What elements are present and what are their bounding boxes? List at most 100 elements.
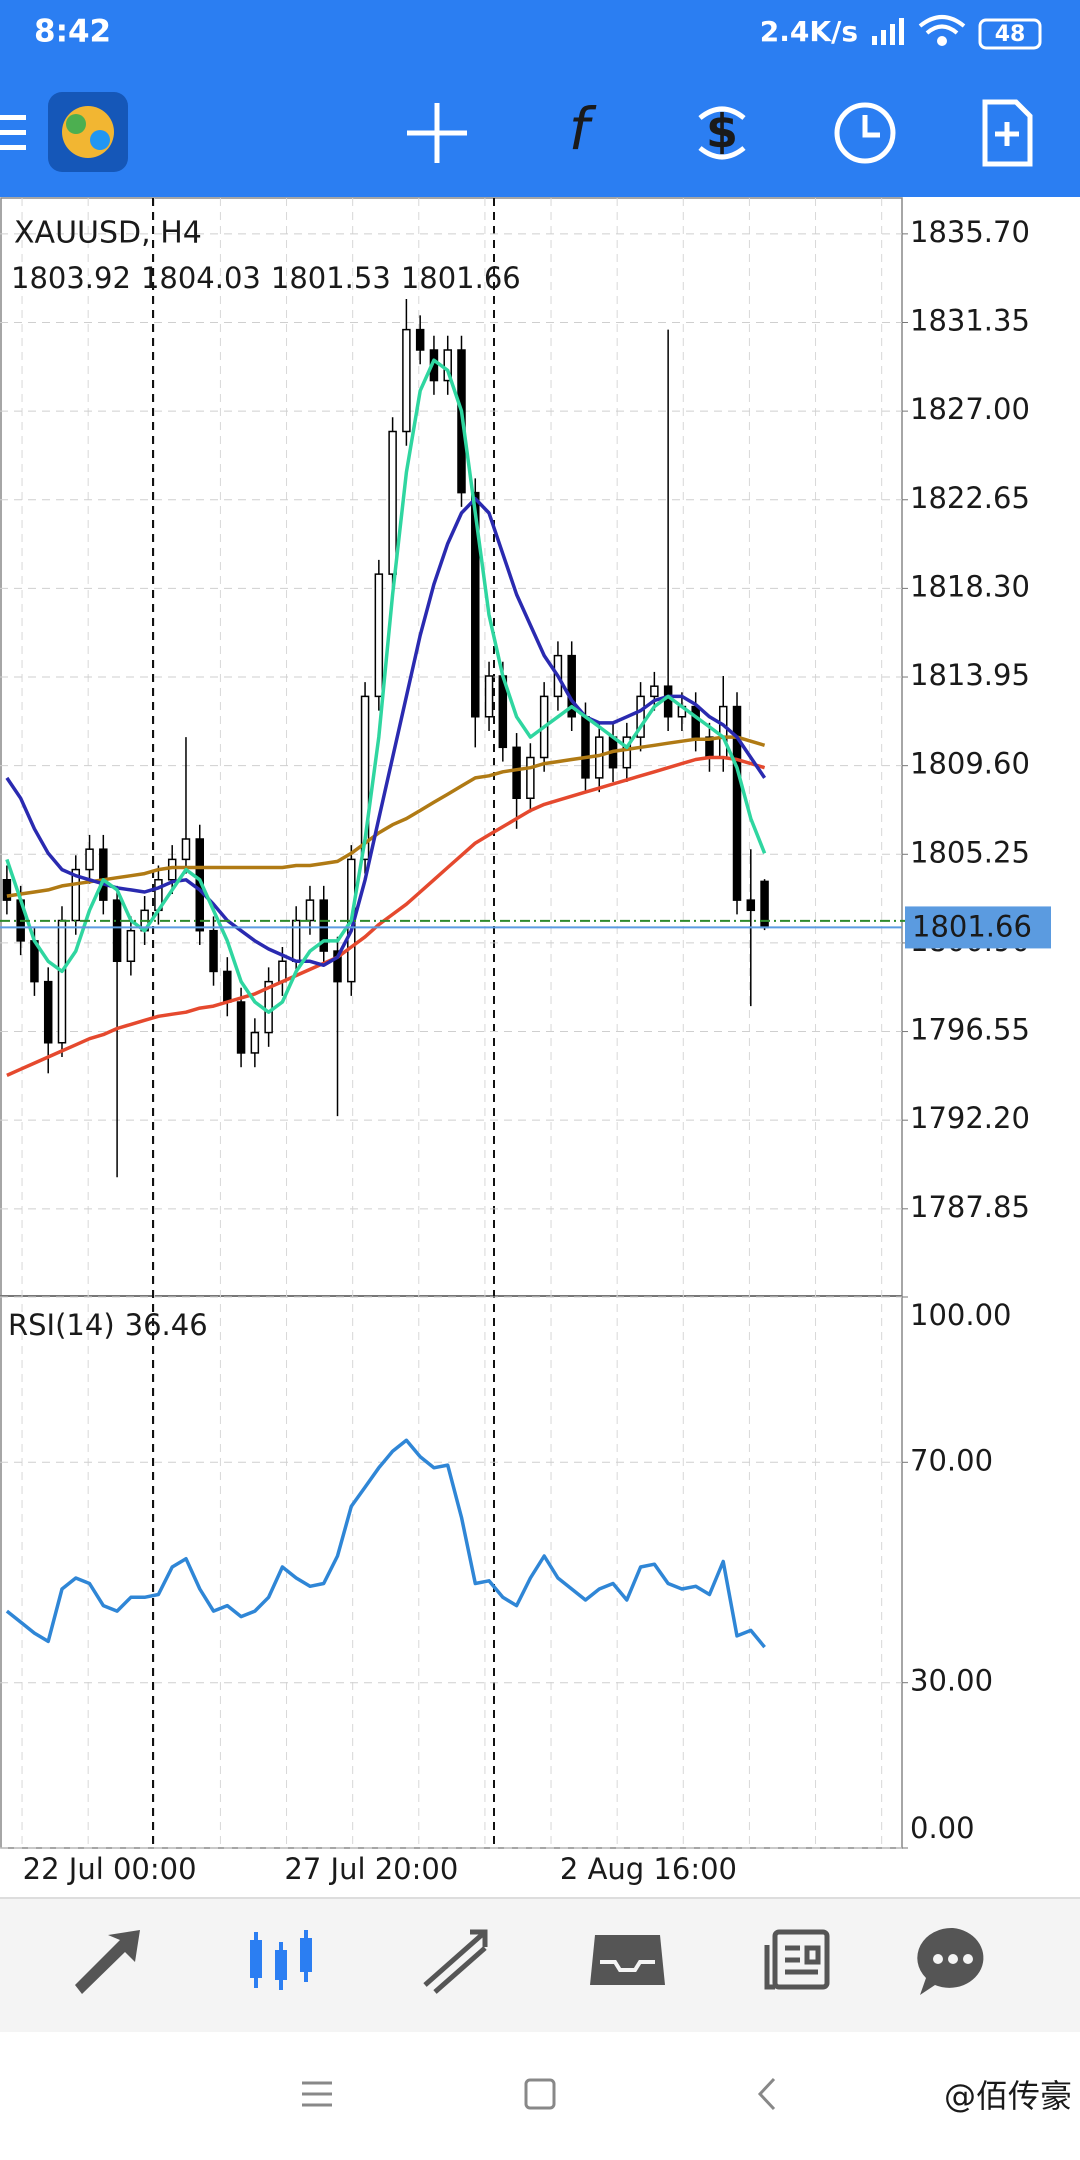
rsi-pane: 100.00 70.00 30.00 0.00 xyxy=(0,1296,1011,1849)
low-value: 1801.53 xyxy=(271,261,391,295)
candle-body xyxy=(691,705,700,738)
rsi-title: RSI(14) 36.46 xyxy=(8,1308,208,1342)
y-tick-label: 1787.85 xyxy=(910,1190,1030,1224)
trade-tab[interactable] xyxy=(423,1929,488,1994)
moving-average-line xyxy=(5,358,767,1014)
news-tab[interactable] xyxy=(764,1929,830,1990)
history-tab[interactable] xyxy=(590,1935,665,1985)
rsi-value: 36.46 xyxy=(125,1308,208,1342)
candle-body xyxy=(236,1001,246,1054)
candle-body xyxy=(278,960,287,983)
candle-body xyxy=(415,328,425,351)
price-label: 1801.66 xyxy=(912,909,1032,943)
candle-body xyxy=(471,491,480,718)
close-value: 1801.66 xyxy=(401,261,521,295)
candle-body xyxy=(746,899,756,912)
candle-body xyxy=(2,879,12,901)
candle-body xyxy=(374,573,384,698)
ohlc-readout: 1803.92 1804.03 1801.53 1801.66 xyxy=(11,261,521,295)
x-tick-label: 22 Jul 00:00 xyxy=(23,1852,197,1886)
rsi-line xyxy=(5,1438,766,1649)
y-tick-label: 1818.30 xyxy=(910,569,1030,603)
open-value: 1803.92 xyxy=(11,261,131,295)
trade-button[interactable]: $ xyxy=(698,105,746,160)
y-tick-label: 70.00 xyxy=(910,1443,993,1477)
watermark: @佰传豪 xyxy=(944,2077,1072,2115)
candle-body xyxy=(264,980,273,1034)
candle-body xyxy=(43,980,53,1044)
timeframe-button[interactable] xyxy=(834,102,896,164)
candle-body xyxy=(181,838,191,861)
y-tick-label: 1792.20 xyxy=(910,1101,1030,1135)
candle-body xyxy=(360,695,370,861)
candle-body xyxy=(305,899,315,922)
price-label-box xyxy=(905,906,1051,949)
y-tick-label: 30.00 xyxy=(910,1664,993,1698)
candle-body xyxy=(223,970,232,1003)
candle-body xyxy=(443,349,452,382)
candle-body xyxy=(526,756,535,800)
y-tick-label: 1809.60 xyxy=(910,747,1030,781)
candle-body xyxy=(650,685,659,698)
candle-body xyxy=(663,685,673,718)
quotes-tab[interactable] xyxy=(75,1930,140,1994)
moving-average-line xyxy=(5,496,767,968)
y-tick-label: 0.00 xyxy=(910,1811,975,1845)
y-tick-label: 1805.25 xyxy=(910,835,1030,869)
candle-body xyxy=(99,848,108,901)
symbol-title: XAUUSD, H4 xyxy=(14,216,202,251)
y-tick-label: 1831.35 xyxy=(910,303,1030,337)
candle-body xyxy=(484,675,494,718)
system-menu[interactable] xyxy=(302,2081,332,2107)
candle-body xyxy=(732,705,742,901)
candle-body xyxy=(567,654,576,718)
battery-level: 48 xyxy=(995,22,1026,47)
candle-body xyxy=(388,430,397,575)
candle-body xyxy=(57,919,67,1044)
candle-body xyxy=(126,929,136,963)
battery-icon xyxy=(978,18,1042,50)
x-tick-label: 2 Aug 16:00 xyxy=(560,1852,737,1886)
high-value: 1804.03 xyxy=(141,261,261,295)
menu-button[interactable] xyxy=(0,115,26,150)
candle-body xyxy=(85,848,94,871)
app-bar xyxy=(0,0,1080,197)
bottom-nav xyxy=(0,1898,1080,2032)
moving-average-line xyxy=(6,755,766,1077)
y-tick-label: 1835.70 xyxy=(910,215,1030,249)
candle-body xyxy=(112,899,122,963)
y-tick-label: 1822.65 xyxy=(910,481,1030,515)
template-button[interactable] xyxy=(982,99,1033,167)
svg-text:$: $ xyxy=(706,105,738,159)
y-tick-label: 1796.55 xyxy=(910,1013,1030,1047)
chart-frame xyxy=(0,197,903,1849)
candle-body xyxy=(402,328,411,433)
candle-body xyxy=(333,950,342,983)
signal-icon xyxy=(872,18,904,45)
system-back[interactable] xyxy=(757,2077,776,2111)
x-tick-label: 27 Jul 20:00 xyxy=(284,1852,458,1886)
y-tick-label: 1827.00 xyxy=(910,392,1030,426)
vertical-grid xyxy=(21,198,883,1848)
rsi-name: RSI(14) xyxy=(8,1308,115,1342)
candle-body xyxy=(581,716,590,779)
candle-body xyxy=(512,746,521,800)
system-home[interactable] xyxy=(524,2078,556,2110)
wifi-icon xyxy=(918,15,966,46)
chart-tab[interactable] xyxy=(250,1930,312,1990)
app-logo[interactable] xyxy=(48,92,128,172)
candle-body xyxy=(622,736,632,769)
candle-body xyxy=(636,695,645,738)
network-speed: 2.4K/s xyxy=(760,15,858,48)
candle-body xyxy=(319,899,328,952)
candle-body xyxy=(718,705,728,759)
chat-tab[interactable] xyxy=(917,1927,984,1995)
moving-average-line xyxy=(6,735,766,898)
crosshair-button[interactable] xyxy=(407,103,467,163)
y-tick-label: 100.00 xyxy=(910,1298,1011,1332)
candle-body xyxy=(209,929,218,973)
candle-body xyxy=(250,1031,260,1054)
status-time: 8:42 xyxy=(34,14,111,50)
price-pane: 1835.70 1831.35 1827.00 1822.65 1818.30 1813.… xyxy=(0,215,1052,1224)
